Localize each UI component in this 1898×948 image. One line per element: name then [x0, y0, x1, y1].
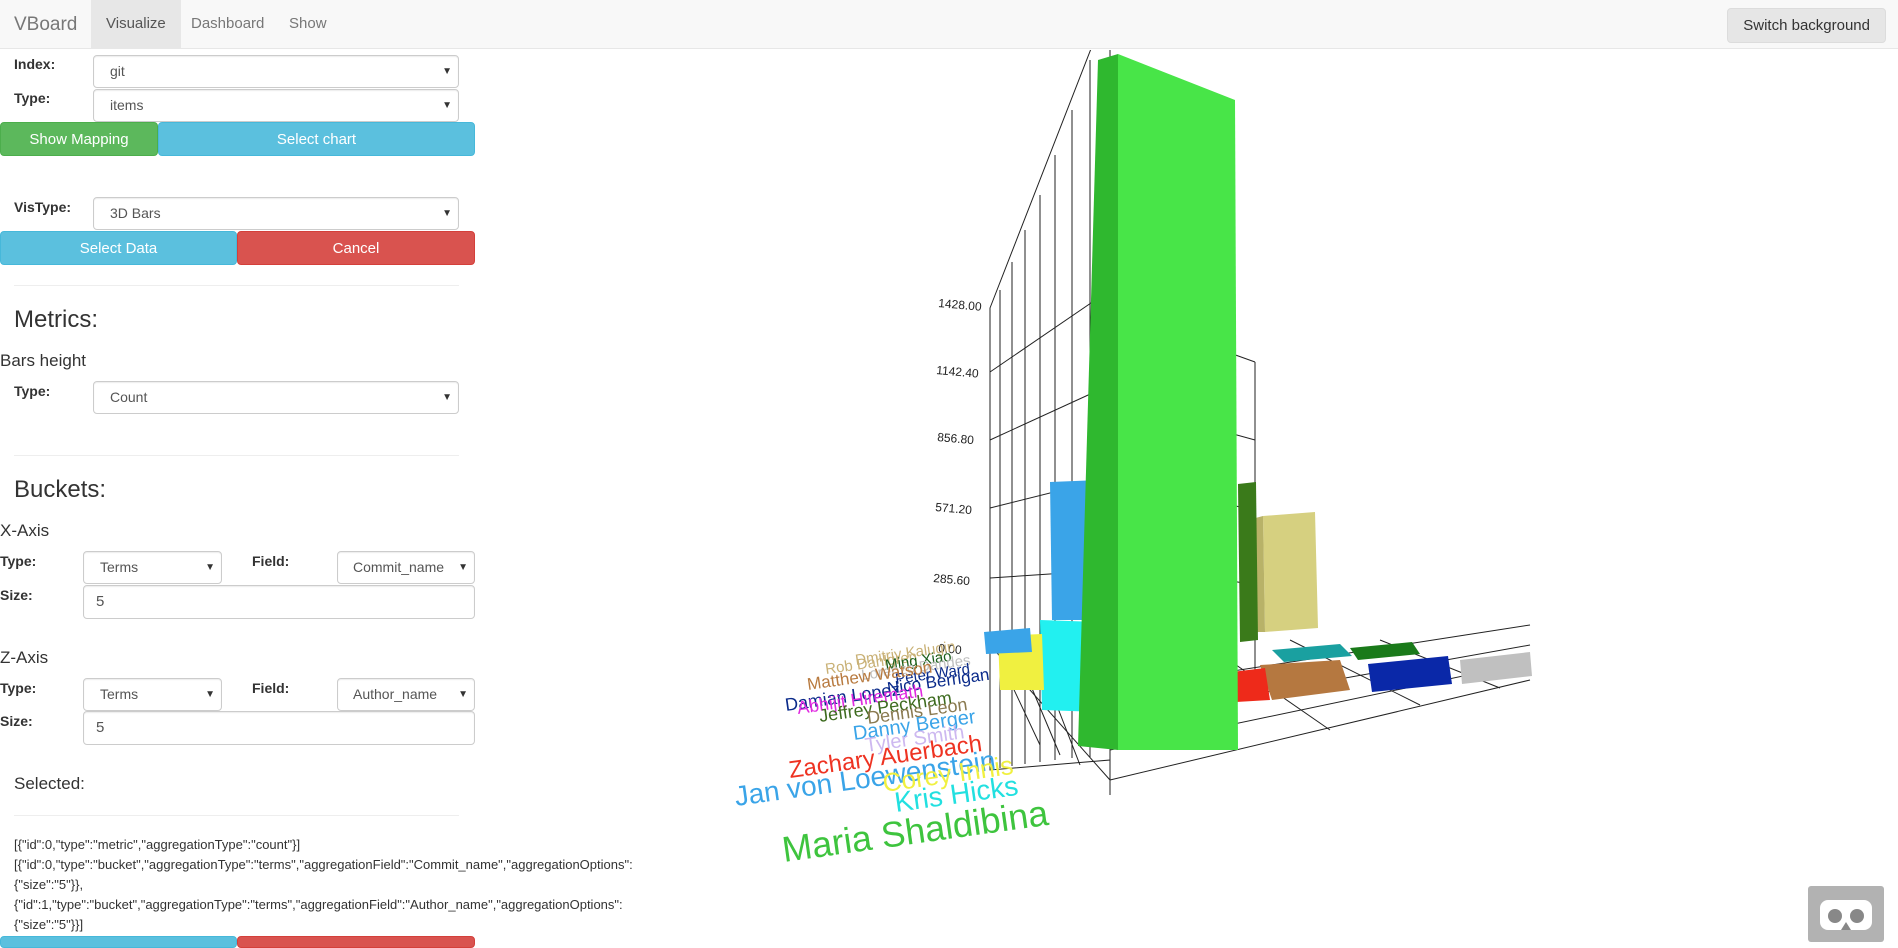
y-tick-label: 0.00 [938, 641, 963, 657]
z-field-value: Author_name [353, 686, 438, 702]
chevron-down-icon: ▼ [458, 689, 468, 700]
x-type-value: Terms [100, 559, 139, 575]
bar-red [1232, 668, 1270, 702]
selected-json-line: [{"id":0,"type":"metric","aggregationTyp… [14, 837, 301, 852]
x-axis-title: X-Axis [0, 521, 50, 540]
index-label: Index: [14, 56, 56, 72]
vistype-select[interactable]: 3D Bars ▼ [93, 197, 459, 230]
type-label: Type: [14, 90, 51, 106]
y-tick-label: 285.60 [933, 571, 971, 588]
metric-type-value: Count [110, 389, 148, 405]
bar-khaki [1263, 512, 1318, 632]
x-size-input[interactable]: 5 [83, 585, 475, 619]
x-field-value: Commit_name [353, 559, 445, 575]
x-field-select[interactable]: Commit_name ▼ [337, 551, 475, 584]
divider [14, 285, 459, 286]
nav-dashboard[interactable]: Dashboard [191, 15, 265, 32]
bar-darkgreen [1238, 482, 1258, 642]
type-select-value: items [110, 97, 144, 113]
x-size-label: Size: [0, 587, 33, 603]
nav-visualize[interactable]: Visualize [91, 0, 181, 48]
selected-json-line: {"id":1,"type":"bucket","aggregationType… [14, 897, 623, 912]
x-field-label: Field: [252, 553, 290, 569]
nav-show[interactable]: Show [289, 15, 327, 32]
vr-headset-icon [1820, 900, 1872, 930]
divider [14, 455, 459, 456]
chevron-down-icon: ▼ [205, 689, 215, 700]
bars-height-label: Bars height [0, 351, 86, 370]
bar-navy [1368, 656, 1452, 692]
bar-green-front [1118, 54, 1238, 750]
chevron-down-icon: ▼ [458, 562, 468, 573]
vistype-label: VisType: [14, 199, 72, 215]
chevron-down-icon: ▼ [442, 392, 452, 403]
vistype-select-value: 3D Bars [110, 205, 161, 221]
x-type-select[interactable]: Terms ▼ [83, 551, 222, 584]
selected-json-line: {"size":"5"}}] [14, 917, 84, 932]
grid-line [989, 289, 1111, 373]
bar-green-side [1078, 54, 1118, 750]
z-size-input[interactable]: 5 [83, 711, 475, 745]
divider [14, 815, 459, 816]
cancel-button[interactable]: Cancel [237, 231, 475, 265]
bar-green-small [1350, 642, 1420, 660]
index-select-value: git [110, 63, 125, 79]
bar-brown [1260, 660, 1350, 700]
buckets-heading: Buckets: [14, 476, 107, 503]
z-field-select[interactable]: Author_name ▼ [337, 678, 475, 711]
metrics-heading: Metrics: [14, 306, 98, 333]
z-type-value: Terms [100, 686, 139, 702]
axis-labels: Dmitriy Kalugin Rob Dahlgren Ming Xiao L… [733, 638, 1052, 870]
z-type-label: Type: [0, 680, 37, 696]
vr-mode-button[interactable] [1808, 886, 1884, 942]
selected-json-line: [{"id":0,"type":"bucket","aggregationTyp… [14, 857, 633, 872]
bar-teal [1272, 644, 1352, 662]
y-tick-label: 1142.40 [936, 363, 980, 381]
select-data-button[interactable]: Select Data [0, 231, 237, 265]
metric-type-select[interactable]: Count ▼ [93, 381, 459, 414]
chevron-down-icon: ▼ [442, 66, 452, 77]
show-mapping-button[interactable]: Show Mapping [0, 122, 158, 156]
bottom-danger-button[interactable] [237, 936, 475, 948]
selected-json-line: {"size":"5"}}, [14, 877, 84, 892]
z-size-label: Size: [0, 713, 33, 729]
z-field-label: Field: [252, 680, 290, 696]
switch-background-button[interactable]: Switch background [1727, 8, 1886, 43]
metric-type-label: Type: [14, 383, 51, 399]
grid-line [1109, 679, 1531, 781]
y-tick-label: 1428.00 [938, 296, 983, 314]
x-type-label: Type: [0, 553, 37, 569]
select-chart-button[interactable]: Select chart [158, 122, 475, 156]
chevron-down-icon: ▼ [205, 562, 215, 573]
type-select[interactable]: items ▼ [93, 89, 459, 122]
chevron-down-icon: ▼ [442, 100, 452, 111]
bar-silver [1460, 652, 1532, 684]
y-tick-label: 856.80 [937, 430, 975, 447]
index-select[interactable]: git ▼ [93, 55, 459, 88]
bar-blue-small [984, 628, 1032, 654]
navbar: VBoard Visualize Dashboard Show Switch b… [0, 0, 1898, 49]
brand-logo[interactable]: VBoard [14, 14, 78, 35]
chevron-down-icon: ▼ [442, 208, 452, 219]
selected-heading: Selected: [14, 774, 85, 793]
3d-bar-chart[interactable]: 1428.00 1142.40 856.80 571.20 285.60 0.0… [700, 50, 1600, 870]
y-tick-label: 571.20 [935, 500, 973, 517]
bottom-info-button[interactable] [0, 936, 237, 948]
z-axis-title: Z-Axis [0, 648, 49, 667]
z-type-select[interactable]: Terms ▼ [83, 678, 222, 711]
